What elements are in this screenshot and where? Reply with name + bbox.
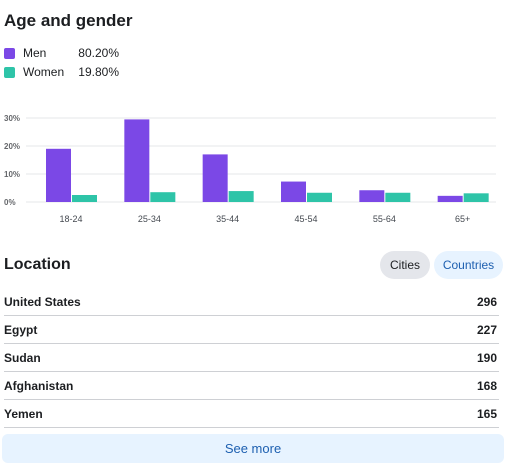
legend-label-women: Women	[23, 65, 65, 79]
country-name: Sudan	[4, 350, 41, 365]
bar-men	[124, 119, 150, 202]
bar-men	[437, 195, 463, 202]
see-more-button[interactable]: See more	[2, 434, 504, 463]
y-tick-label: 30%	[4, 114, 20, 123]
bar-men	[281, 181, 306, 202]
women-swatch	[4, 66, 15, 78]
location-title: Location	[4, 256, 71, 273]
bar-women	[228, 191, 254, 202]
legend-label-men: Men	[23, 46, 47, 60]
location-row: Egypt 227	[4, 316, 499, 344]
location-row: Sudan 190	[4, 344, 499, 372]
bar-men	[46, 148, 71, 202]
country-count: 190	[476, 350, 497, 365]
x-tick-label: 18-24	[59, 214, 82, 224]
bar-women	[463, 193, 489, 202]
country-count: 227	[476, 322, 497, 337]
y-tick-label: 0%	[4, 198, 16, 207]
x-tick-label: 25-34	[138, 214, 161, 224]
legend-value-women: 19.80%	[78, 65, 119, 79]
country-name: Afghanistan	[4, 378, 74, 393]
country-count: 168	[476, 378, 497, 393]
country-name: United States	[4, 294, 81, 309]
x-tick-label: 35-44	[216, 214, 239, 224]
location-row: Afghanistan 168	[4, 372, 499, 400]
bar-men	[359, 190, 385, 202]
bar-women	[307, 192, 332, 202]
men-swatch	[4, 47, 15, 59]
country-name: Yemen	[4, 406, 43, 421]
y-tick-label: 20%	[4, 142, 20, 151]
age-gender-title: Age and gender	[4, 11, 133, 30]
bar-women	[72, 195, 97, 202]
legend-item-women: Women 19.80%	[4, 64, 119, 80]
age-gender-bar-chart: 0% 10% 20% 30% 18-24 25-34 35-44 45-54 55-64 65+	[4, 114, 496, 224]
x-tick-label: 45-54	[294, 214, 317, 224]
x-tick-label: 55-64	[373, 214, 396, 224]
country-name: Egypt	[4, 322, 38, 337]
bar-women	[150, 192, 176, 202]
tab-cities[interactable]: Cities	[380, 251, 430, 279]
y-tick-label: 10%	[4, 170, 20, 179]
location-row: Yemen 165	[4, 400, 499, 428]
x-tick-label: 65+	[455, 214, 470, 224]
legend-item-men: Men 80.20%	[4, 45, 119, 61]
legend-value-men: 80.20%	[78, 46, 119, 60]
tab-countries[interactable]: Countries	[434, 251, 503, 279]
country-count: 165	[476, 406, 497, 421]
bar-women	[385, 192, 411, 202]
country-count: 296	[476, 294, 497, 309]
bar-men	[202, 154, 228, 202]
location-row: United States 296	[4, 288, 499, 316]
